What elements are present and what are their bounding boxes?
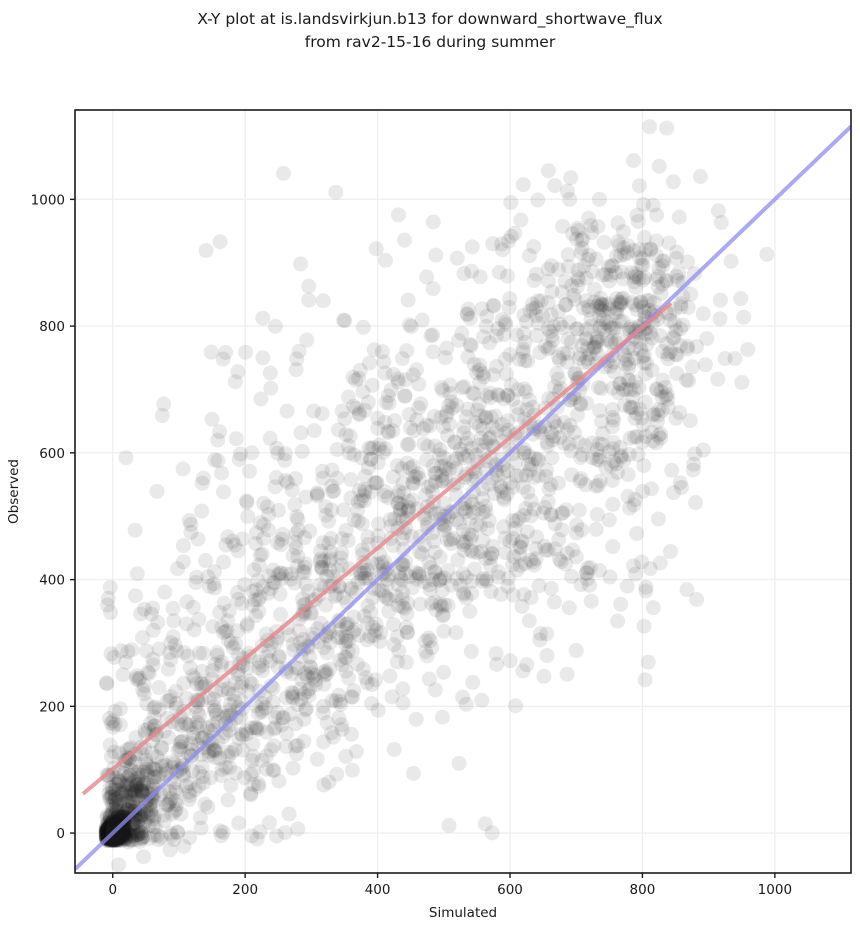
gridlines xyxy=(75,110,851,873)
axes-frame xyxy=(74,109,852,874)
x-tick-label: 0 xyxy=(108,882,117,898)
y-tick-label: 0 xyxy=(56,826,65,842)
x-tick-label: 800 xyxy=(630,882,656,898)
y-tick-label: 400 xyxy=(39,573,65,589)
y-tick-label: 1000 xyxy=(31,192,65,208)
x-tick-label: 200 xyxy=(232,882,258,898)
y-axis-label: Observed xyxy=(6,459,22,524)
axis-ticks: 0 200 400 600 800 1000 0 200 400 600 800 1000 Simula… xyxy=(6,192,792,921)
y-tick-label: 200 xyxy=(39,699,65,715)
y-tick-label: 800 xyxy=(39,319,65,335)
scatter-points xyxy=(98,119,775,873)
chart-title: X-Y plot at is.landsvirkjun.b13 for down… xyxy=(197,10,663,51)
x-tick-label: 1000 xyxy=(758,882,792,898)
x-axis-label: Simulated xyxy=(429,905,497,921)
trend-lines xyxy=(75,125,851,871)
x-tick-label: 600 xyxy=(497,882,523,898)
y-tick-label: 600 xyxy=(39,446,65,462)
x-tick-label: 400 xyxy=(365,882,391,898)
